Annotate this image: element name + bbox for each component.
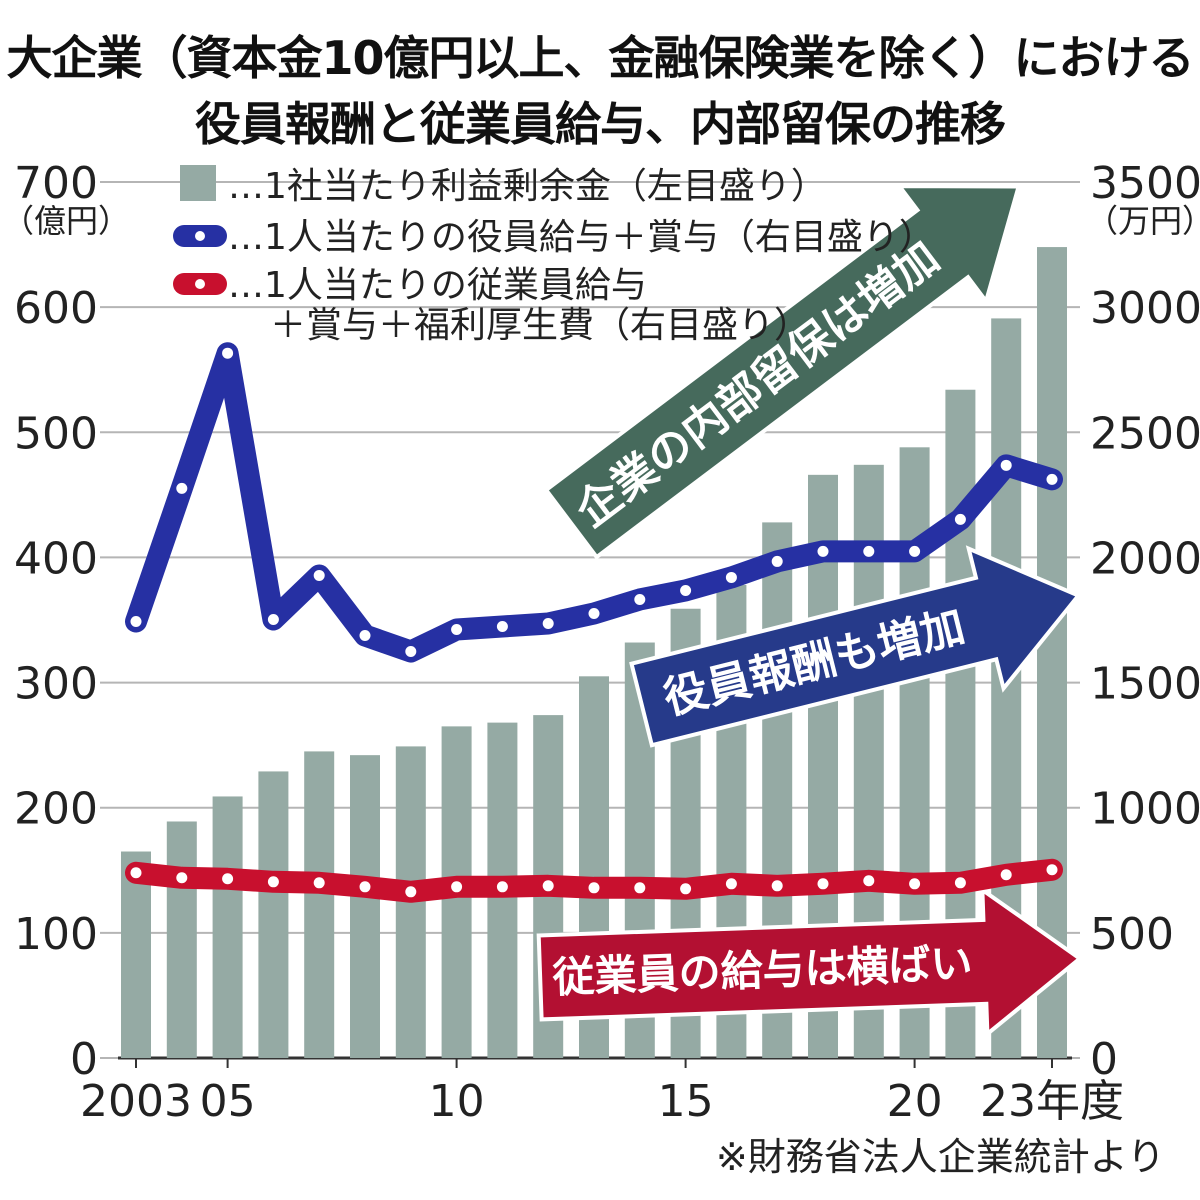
bar-2023 [1037, 247, 1067, 1058]
employee-pay-point-2010 [451, 881, 463, 893]
left-tick-label: 200 [14, 784, 98, 835]
left-tick-label: 300 [14, 659, 98, 710]
executive-pay-point-2005 [222, 347, 234, 359]
right-tick-label: 1500 [1090, 659, 1200, 710]
employee-pay-point-2020 [909, 878, 921, 890]
employee-pay-point-2014 [634, 882, 646, 894]
executive-pay-arrow-shape [629, 545, 1082, 748]
chart-title-line1: 大企業（資本金10億円以上、金融保険業を除く）における [6, 31, 1194, 85]
employee-pay-point-2003 [130, 867, 142, 879]
x-tick-label: 20 [887, 1076, 943, 1127]
executive-pay-point-2017 [771, 555, 783, 567]
employee-pay-point-2007 [313, 877, 325, 889]
executive-pay-point-2008 [359, 630, 371, 642]
bar-2007 [304, 751, 335, 1058]
employee-pay-arrow: 従業員の給与は横ばい [536, 885, 1084, 1038]
x-tick-label: 15 [658, 1076, 714, 1127]
employee-pay-point-2016 [725, 878, 737, 890]
employee-pay-point-2013 [588, 882, 600, 894]
right-tick-label: 2000 [1090, 533, 1200, 584]
executive-pay-point-2023 [1046, 473, 1058, 485]
employee-pay-point-2023 [1046, 864, 1058, 876]
employee-pay-point-2022 [1000, 869, 1012, 881]
executive-pay-point-2015 [680, 584, 692, 596]
executive-pay-point-2013 [588, 607, 600, 619]
bar-2006 [258, 771, 289, 1058]
retained-earnings-arrow-shape [543, 184, 1022, 560]
executive-pay-point-2022 [1000, 459, 1012, 471]
bar-2003 [121, 851, 151, 1058]
bar-2004 [166, 821, 197, 1058]
employee-pay-point-2008 [359, 881, 371, 893]
legend-employee-label: …1人当たりの従業員給与 [228, 265, 647, 306]
employee-pay-arrow-shape [536, 885, 1084, 1038]
legend-executive-label: …1人当たりの役員給与＋賞与（右目盛り） [228, 217, 935, 258]
employee-pay-point-2021 [954, 877, 966, 889]
x-tick-label: 23年度 [980, 1076, 1124, 1127]
executive-pay-point-2004 [176, 482, 188, 494]
bar-2008 [350, 755, 380, 1058]
chart-title-line2: 役員報酬と従業員給与、内部留保の推移 [195, 97, 1006, 151]
employee-pay-point-2004 [176, 872, 188, 884]
right-tick-label: 3000 [1090, 283, 1200, 334]
executive-pay-point-2016 [725, 571, 737, 583]
left-tick-label: 100 [14, 909, 98, 960]
right-tick-label: 0 [1090, 1034, 1118, 1085]
executive-pay-point-2010 [451, 624, 463, 636]
legend-bar-label: …1社当たり利益剰余金（左目盛り） [228, 166, 827, 207]
employee-pay-point-2005 [222, 873, 234, 885]
legend-executive-swatch-dot [195, 231, 205, 241]
employee-pay-point-2018 [817, 878, 829, 890]
executive-pay-point-2012 [542, 618, 554, 630]
employee-pay-point-2015 [680, 883, 692, 895]
employee-pay-point-2011 [496, 881, 508, 893]
x-tick-label: 10 [429, 1076, 485, 1127]
legend-employee-swatch-dot [195, 279, 205, 289]
executive-pay-point-2007 [313, 569, 325, 581]
employee-pay-point-2017 [771, 880, 783, 892]
left-tick-label: 700 [14, 158, 98, 209]
executive-pay-point-2011 [496, 621, 508, 633]
employee-pay-point-2019 [863, 875, 875, 887]
executive-pay-point-2021 [954, 513, 966, 525]
left-axis-unit: （億円） [2, 202, 130, 240]
right-axis-unit: （万円） [1086, 202, 1200, 240]
left-tick-label: 400 [14, 533, 98, 584]
executive-pay-point-2003 [130, 616, 142, 628]
executive-pay-point-2019 [863, 545, 875, 557]
legend-employee-label-line2: ＋賞与＋福利厚生費（右目盛り） [270, 305, 810, 346]
executive-pay-point-2018 [817, 545, 829, 557]
executive-pay-point-2009 [405, 646, 417, 658]
source-note: ※財務省法人企業統計より [716, 1135, 1165, 1179]
right-tick-label: 3500 [1090, 158, 1200, 209]
left-tick-label: 600 [14, 283, 98, 334]
bar-2005 [212, 796, 243, 1058]
executive-pay-point-2014 [634, 593, 646, 605]
executive-pay-point-2020 [909, 545, 921, 557]
x-tick-label: 05 [200, 1076, 256, 1127]
employee-pay-point-2012 [542, 880, 554, 892]
left-tick-label: 500 [14, 408, 98, 459]
x-tick-label: 2003 [80, 1076, 192, 1127]
executive-pay-point-2006 [267, 613, 279, 625]
right-tick-label: 1000 [1090, 784, 1200, 835]
left-tick-label: 0 [70, 1034, 98, 1085]
employee-pay-point-2006 [267, 876, 279, 888]
right-tick-label: 2500 [1090, 408, 1200, 459]
right-tick-label: 500 [1090, 909, 1174, 960]
employee-pay-point-2009 [405, 886, 417, 898]
legend-bar-swatch [180, 165, 216, 201]
